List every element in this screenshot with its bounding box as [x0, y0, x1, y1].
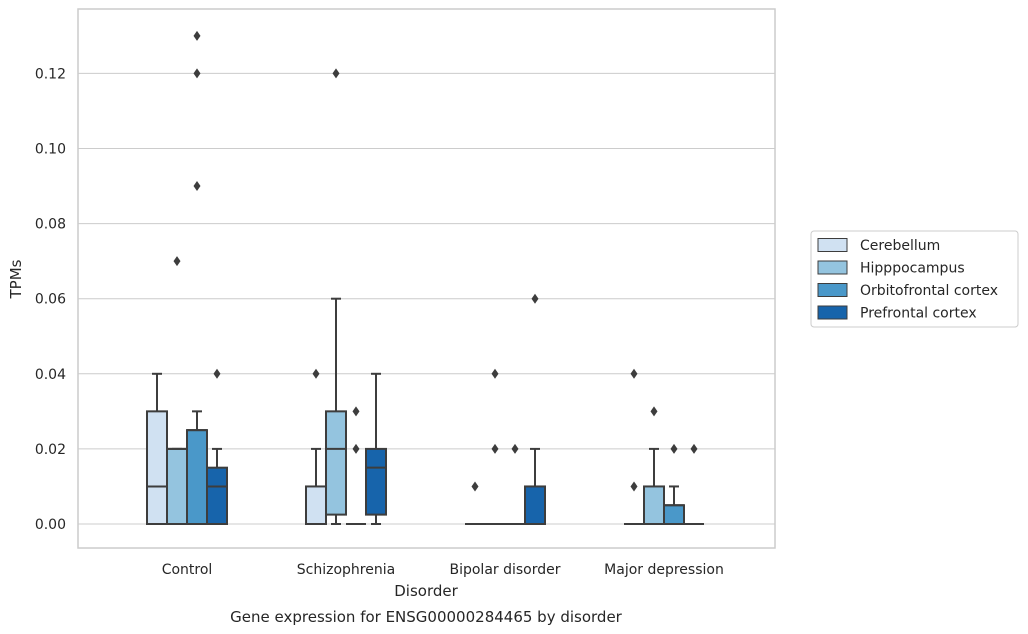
box-iqr	[643, 485, 665, 526]
outlier-point	[630, 368, 638, 379]
box-iqr	[166, 447, 188, 525]
box-cerebellum	[146, 372, 168, 526]
legend-frame	[810, 230, 1019, 328]
outlier-point	[312, 368, 320, 379]
y-axis-title: TPMs	[7, 259, 25, 299]
outlier-point	[193, 181, 201, 192]
outlier-point	[352, 406, 360, 417]
y-tick-label: 0.08	[35, 217, 66, 233]
legend: Cerebellum Hipppocampus Orbitofrontal cort…	[810, 230, 1019, 328]
box-orbitofrontal-cortex	[663, 443, 685, 526]
box-orbitofrontal-cortex	[505, 443, 525, 525]
box-prefrontal-cortex	[684, 443, 704, 525]
outlier-point	[491, 368, 499, 379]
y-axis-ticks: 0.00 0.02 0.04 0.06 0.08 0.10 0.12	[35, 66, 66, 533]
plot-area	[146, 30, 704, 526]
x-axis-title: Disorder	[394, 582, 458, 600]
outlier-point	[650, 406, 658, 417]
box-hipppocampus	[166, 256, 188, 525]
outlier-point	[193, 30, 201, 41]
y-tick-label: 0.06	[35, 292, 66, 308]
outlier-point	[531, 293, 539, 304]
outlier-point	[471, 481, 479, 492]
box-orbitofrontal-cortex	[186, 30, 208, 525]
legend-swatch	[817, 260, 848, 275]
box-iqr	[305, 485, 327, 526]
chart-caption: Gene expression for ENSG00000284465 by d…	[230, 608, 623, 626]
y-tick-label: 0.00	[35, 517, 66, 533]
x-axis-ticks: Control Schizophrenia Bipolar disorder Majo…	[162, 562, 724, 578]
outlier-point	[511, 443, 519, 454]
box-iqr	[524, 485, 546, 526]
legend-swatch	[817, 238, 848, 252]
legend-label: Cerebellum	[860, 238, 940, 254]
y-tick-label: 0.02	[35, 442, 66, 458]
y-tick-label: 0.12	[35, 66, 66, 82]
y-tick-label: 0.04	[35, 367, 66, 383]
legend-label: Orbitofrontal cortex	[860, 283, 998, 299]
outlier-point	[670, 443, 678, 454]
outlier-point	[690, 443, 698, 454]
box-hipppocampus	[643, 406, 665, 526]
box-iqr	[146, 410, 168, 526]
outlier-point	[213, 368, 221, 379]
box-prefrontal-cortex	[365, 372, 387, 525]
box-iqr	[365, 447, 387, 516]
outlier-point	[630, 481, 638, 492]
outlier-point	[332, 68, 340, 79]
legend-swatch	[817, 283, 848, 297]
box-prefrontal-cortex	[206, 368, 228, 525]
legend-swatch	[817, 305, 848, 320]
outlier-point	[193, 68, 201, 79]
x-tick-label: Major depression	[604, 562, 724, 578]
box-orbitofrontal-cortex	[346, 406, 366, 525]
box-cerebellum	[465, 481, 485, 525]
outlier-point	[352, 443, 360, 454]
box-cerebellum	[624, 368, 644, 525]
box-iqr	[186, 429, 208, 525]
y-tick-label: 0.10	[35, 142, 66, 158]
box-iqr	[325, 410, 347, 516]
x-tick-label: Schizophrenia	[297, 562, 395, 578]
box-hipppocampus	[485, 368, 505, 525]
outlier-point	[491, 443, 499, 454]
outlier-point	[173, 256, 181, 267]
box-hipppocampus	[325, 68, 347, 525]
box-iqr	[206, 466, 228, 525]
plot-frame	[77, 8, 776, 549]
box-iqr	[663, 504, 685, 526]
box-cerebellum	[305, 368, 327, 526]
legend-label: Prefrontal cortex	[860, 306, 977, 322]
x-tick-label: Control	[162, 562, 213, 578]
box-prefrontal-cortex	[524, 293, 546, 526]
x-tick-label: Bipolar disorder	[449, 562, 560, 578]
legend-label: Hipppocampus	[860, 261, 965, 277]
